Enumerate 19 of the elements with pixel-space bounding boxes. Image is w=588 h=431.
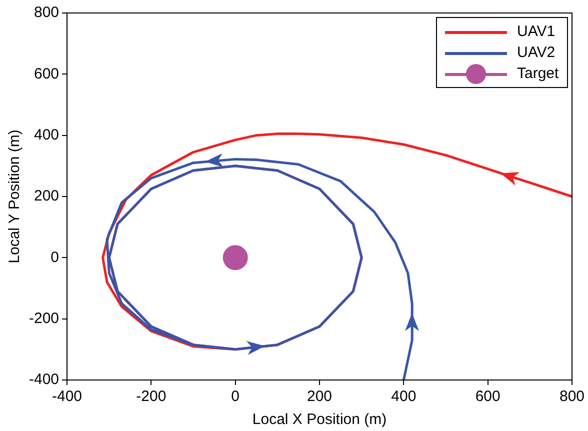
x-tick-label: 0: [231, 388, 240, 406]
legend-label: Target: [517, 65, 559, 82]
x-tick-label: -200: [136, 388, 166, 406]
x-tick-label: 400: [391, 388, 416, 406]
legend-label: UAV2: [517, 44, 556, 61]
x-axis-title: Local X Position (m): [252, 411, 387, 428]
y-tick-label: 600: [34, 65, 60, 82]
y-tick-label: -400: [28, 371, 60, 388]
y-tick-label: 800: [34, 4, 60, 22]
x-tick-label: 600: [475, 388, 500, 406]
y-tick-label: 400: [34, 126, 60, 144]
y-axis-title: Local Y Position (m): [6, 130, 24, 264]
y-tick-label: -200: [28, 310, 60, 327]
y-tick-label: 0: [50, 248, 60, 266]
x-tick-label: 800: [559, 388, 585, 406]
x-tick-label: -400: [52, 388, 82, 406]
x-tick-label: 200: [306, 388, 332, 406]
y-tick-label: 200: [34, 188, 60, 205]
legend-label: UAV1: [517, 23, 556, 40]
